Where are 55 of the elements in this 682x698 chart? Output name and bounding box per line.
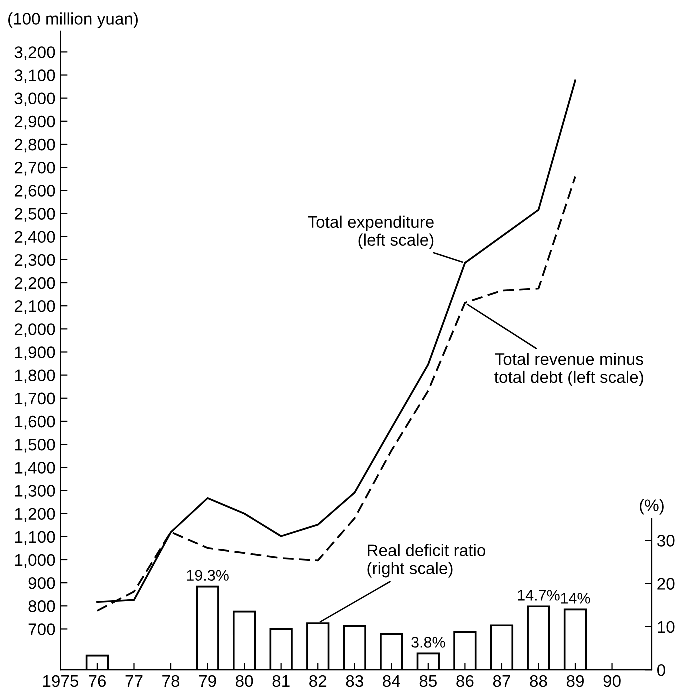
y-tick-label: 2,500 <box>14 208 56 222</box>
x-tick-label: 1975 <box>43 675 79 688</box>
x-tick-label: 80 <box>236 675 254 688</box>
y-tick-label: 800 <box>28 600 56 612</box>
data-label: 3.8% <box>412 637 446 648</box>
y-tick-label: 1,900 <box>15 346 56 360</box>
y2-axis-title: (%) <box>640 499 664 515</box>
y-tick-label: 2,400 <box>14 231 56 246</box>
x-tick-label: 79 <box>199 675 216 688</box>
x-tick-label: 76 <box>89 675 106 688</box>
y-tick-label: 2,300 <box>14 254 56 268</box>
y2-tick-label: 0 <box>658 664 666 676</box>
x-tick-label: 85 <box>420 675 437 688</box>
y-tick-label: 3,100 <box>14 70 56 84</box>
data-label: 14.7% <box>518 590 560 601</box>
y-tick-label: 2,000 <box>14 324 56 338</box>
y-tick-label: 2,600 <box>14 185 56 199</box>
text: Total revenue minus total debt (left scale) <box>494 353 644 386</box>
x-tick-label: 84 <box>383 675 400 688</box>
x-tick-label: 86 <box>456 675 474 688</box>
y-tick-label: 700 <box>28 624 56 636</box>
y-tick-label: 1,300 <box>15 485 56 499</box>
y-tick-label: 1,500 <box>15 438 56 453</box>
y-tick-label: 2,100 <box>14 300 56 314</box>
x-tick-label: 83 <box>346 675 364 688</box>
y-tick-label: 3,000 <box>14 92 56 107</box>
y2-tick-label: 20 <box>658 578 675 590</box>
y-tick-label: 2,200 <box>14 277 56 292</box>
y2-tick-label: 10 <box>658 621 675 634</box>
y-tick-label: 1,200 <box>15 508 56 522</box>
y-tick-label: 3,200 <box>14 46 56 60</box>
y-tick-label: 1,600 <box>15 416 56 430</box>
y-tick-label: 1,100 <box>15 531 56 546</box>
x-tick-label: 89 <box>566 675 584 688</box>
x-tick-label: 77 <box>126 676 143 688</box>
data-label: 19.3% <box>187 570 229 581</box>
x-tick-label: 90 <box>604 675 621 688</box>
y-tick-label: 1,000 <box>15 554 56 568</box>
x-tick-label: 78 <box>162 675 180 688</box>
y-tick-label: 2,800 <box>14 138 56 153</box>
y-tick-label: 900 <box>28 577 56 590</box>
y-tick-label: 1,400 <box>15 462 56 476</box>
text: Total expenditure (left scale) <box>308 216 434 250</box>
y-axis-title: (100 million yuan) <box>8 12 138 28</box>
y-tick-label: 1,800 <box>15 370 56 384</box>
x-tick-label: 82 <box>310 675 327 688</box>
text: Real deficit ratio (right scale) <box>368 544 486 578</box>
y-tick-label: 1,700 <box>15 392 56 407</box>
x-tick-label: 81 <box>272 675 290 688</box>
y-tick-label: 2,900 <box>14 116 56 130</box>
data-label: 14% <box>561 593 590 604</box>
x-tick-label: 88 <box>530 675 548 688</box>
y-tick-label: 2,700 <box>14 162 56 176</box>
x-tick-label: 87 <box>493 675 510 688</box>
y2-tick-label: 30 <box>657 535 675 547</box>
